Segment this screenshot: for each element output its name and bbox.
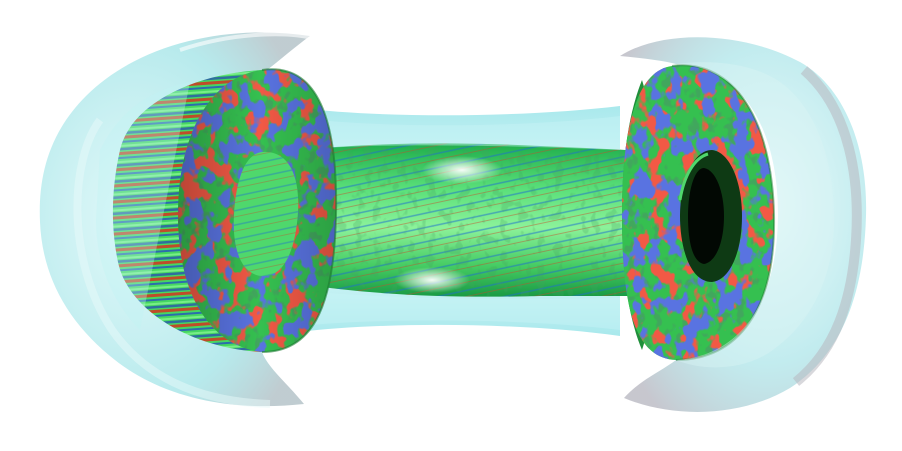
central-column	[300, 116, 660, 330]
highlight-bottom	[394, 267, 470, 293]
shell-right-rim	[676, 62, 835, 368]
right-cross-section	[622, 64, 776, 361]
shell-right-lobe	[620, 37, 867, 412]
highlight-top	[422, 156, 502, 184]
shell-left-lobe	[39, 32, 311, 407]
left-cross-section	[178, 68, 338, 353]
